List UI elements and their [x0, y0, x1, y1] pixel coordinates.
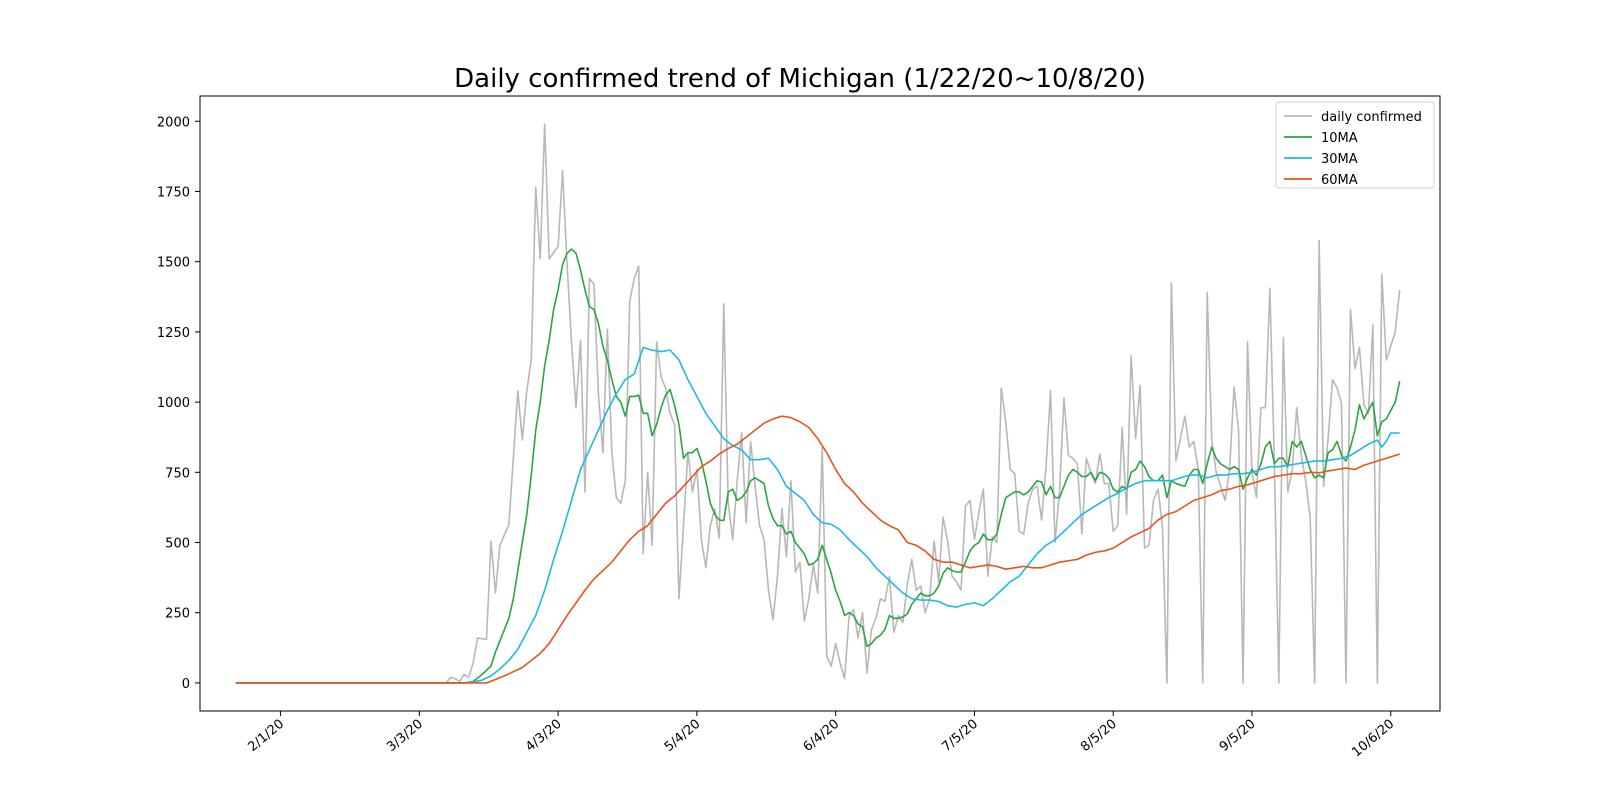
chart-title: Daily confirmed trend of Michigan (1/22/… [454, 64, 1146, 94]
y-axis: 0 250 500 750 1000 1250 1500 1750 2000 [157, 115, 200, 692]
axes-frame [199, 95, 1441, 712]
y-tick-label: 250 [165, 607, 190, 622]
legend: daily confirmed 10MA 30MA 60MA [1275, 101, 1435, 189]
y-tick-label: 1000 [157, 396, 190, 411]
y-tick-label: 1750 [157, 185, 190, 200]
y-tick-label: 1500 [157, 256, 190, 271]
legend-label: 60MA [1321, 173, 1358, 188]
y-tick-label: 750 [165, 466, 190, 481]
y-tick-label: 1250 [157, 326, 190, 341]
legend-label: 10MA [1321, 131, 1358, 146]
legend-label: 30MA [1321, 152, 1358, 167]
legend-label: daily confirmed [1321, 110, 1422, 125]
series-line-60ma [235, 415, 1400, 684]
y-tick-label: 2000 [157, 115, 190, 130]
y-tick-label: 0 [182, 677, 190, 692]
series-layer [235, 123, 1401, 684]
y-tick-label: 500 [165, 537, 190, 552]
series-line-10ma [235, 248, 1401, 684]
series-line-daily-confirmed [235, 123, 1401, 684]
series-line-30ma [235, 346, 1400, 684]
legend-box [1275, 101, 1435, 189]
